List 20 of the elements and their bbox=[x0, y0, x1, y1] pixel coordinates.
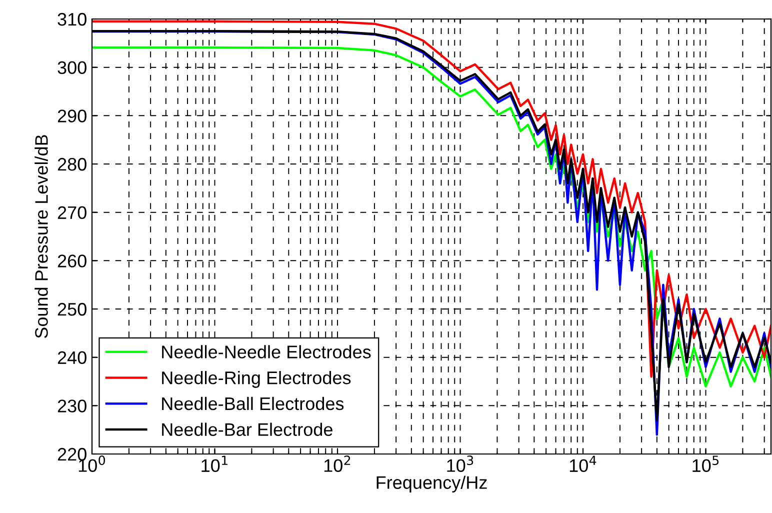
x-tick-label: 10$^{4}$ bbox=[570, 456, 596, 472]
y-axis-title: Sound Pressure Level/dB bbox=[34, 135, 48, 338]
y-tick-label: 260 bbox=[58, 254, 86, 268]
y-tick-label: 250 bbox=[58, 302, 86, 316]
y-tick-label: 300 bbox=[58, 61, 86, 74]
y-tick-label: 230 bbox=[58, 400, 86, 412]
y-tick-label: 290 bbox=[58, 110, 86, 122]
legend-label: Needle-Ring Electrodes bbox=[162, 371, 351, 388]
legend-label: Needle-Bar Electrode bbox=[162, 422, 332, 436]
legend-label: Needle-Needle Electrodes bbox=[162, 345, 371, 358]
x-tick-label: 10$^{1}$ bbox=[202, 456, 228, 472]
y-tick-label: 310 bbox=[58, 12, 86, 26]
x-axis-title: Frequency/Hz bbox=[376, 476, 487, 493]
x-tick-label: 10$^{5}$ bbox=[692, 456, 719, 472]
legend-label: Needle-Ball Electrodes bbox=[162, 396, 344, 410]
y-tick-label: 280 bbox=[58, 158, 86, 171]
y-tick-label: 270 bbox=[58, 206, 86, 220]
x-tick-label: 10$^{3}$ bbox=[447, 456, 474, 472]
y-tick-label: 240 bbox=[58, 351, 86, 364]
x-tick-label: 10$^{2}$ bbox=[324, 456, 350, 472]
